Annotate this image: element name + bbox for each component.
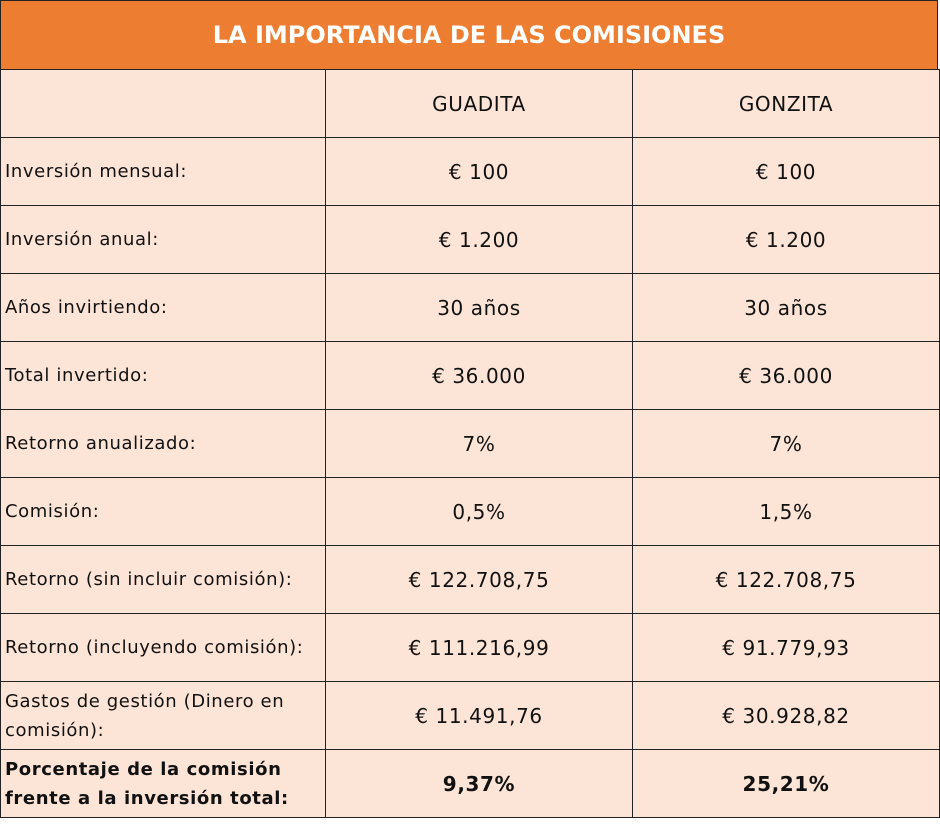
guadita-value: € 100 — [325, 137, 633, 206]
gonzita-value: € 100 — [632, 137, 940, 206]
gonzita-value: € 30.928,82 — [632, 681, 940, 750]
guadita-value: € 1.200 — [325, 205, 633, 274]
row-label: Retorno (incluyendo comisión): — [0, 613, 326, 682]
guadita-value: € 111.216,99 — [325, 613, 633, 682]
table-row: Gastos de gestión (Dinero en comisión): €… — [0, 681, 940, 750]
row-label: Total invertido: — [0, 341, 326, 410]
guadita-value: € 11.491,76 — [325, 681, 633, 750]
table-row: Inversión mensual: € 100 € 100 — [0, 137, 940, 206]
row-label: Comisión: — [0, 477, 326, 546]
row-label: Retorno anualizado: — [0, 409, 326, 478]
row-label: Porcentaje de la comisión frente a la in… — [0, 749, 326, 818]
row-label: Años invirtiendo: — [0, 273, 326, 342]
guadita-value: € 122.708,75 — [325, 545, 633, 614]
gonzita-value: € 1.200 — [632, 205, 940, 274]
table-row: Total invertido: € 36.000 € 36.000 — [0, 341, 940, 410]
guadita-value: 7% — [325, 409, 633, 478]
guadita-value: 30 años — [325, 273, 633, 342]
gonzita-value: € 36.000 — [632, 341, 940, 410]
row-label: Retorno (sin incluir comisión): — [0, 545, 326, 614]
row-label: Gastos de gestión (Dinero en comisión): — [0, 681, 326, 750]
guadita-value: 0,5% — [325, 477, 633, 546]
header-empty — [0, 69, 326, 138]
commission-table: GUADITA GONZITA Inversión mensual: € 100 €… — [0, 69, 940, 818]
table-row: Porcentaje de la comisión frente a la in… — [0, 749, 940, 818]
row-label: Inversión mensual: — [0, 137, 326, 206]
table-row: Años invirtiendo: 30 años 30 años — [0, 273, 940, 342]
gonzita-value: 30 años — [632, 273, 940, 342]
gonzita-value: € 122.708,75 — [632, 545, 940, 614]
table-row: Retorno (incluyendo comisión): € 111.216,… — [0, 613, 940, 682]
gonzita-value: 25,21% — [632, 749, 940, 818]
table-row: Comisión: 0,5% 1,5% — [0, 477, 940, 546]
guadita-value: € 36.000 — [325, 341, 633, 410]
gonzita-value: € 91.779,93 — [632, 613, 940, 682]
gonzita-value: 7% — [632, 409, 940, 478]
table-row: Inversión anual: € 1.200 € 1.200 — [0, 205, 940, 274]
header-row: GUADITA GONZITA — [0, 69, 940, 138]
header-gonzita: GONZITA — [632, 69, 940, 138]
row-label: Inversión anual: — [0, 205, 326, 274]
table-title: LA IMPORTANCIA DE LAS COMISIONES — [0, 0, 938, 70]
gonzita-value: 1,5% — [632, 477, 940, 546]
guadita-value: 9,37% — [325, 749, 633, 818]
table-row: Retorno anualizado: 7% 7% — [0, 409, 940, 478]
header-guadita: GUADITA — [325, 69, 633, 138]
table-row: Retorno (sin incluir comisión): € 122.708… — [0, 545, 940, 614]
